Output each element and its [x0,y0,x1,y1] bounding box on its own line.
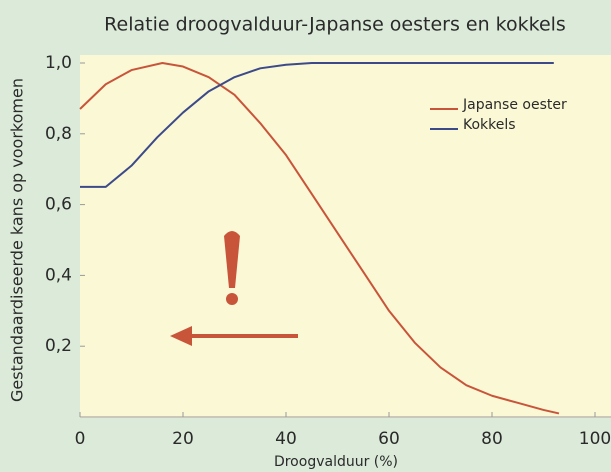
arrow-head [170,326,192,346]
legend-label: Kokkels [463,117,516,133]
y-tick-label: 0,8 [45,124,72,144]
exclamation-bar [224,231,240,288]
x-tick-label: 80 [481,429,503,449]
y-axis-label: Gestandaardiseerde kans op voorkomen [8,78,27,402]
plot-area [80,55,611,418]
exclamation [224,231,240,305]
series-line [79,62,560,415]
chart-title: Relatie droogvalduur-Japanse oesters en … [104,14,566,36]
y-tick-label: 0,2 [45,336,72,356]
y-tick-label: 0,4 [45,265,72,285]
arrow [170,326,298,346]
y-tick-label: 0,6 [45,195,72,215]
series-line [80,62,554,188]
x-tick-label: 0 [75,429,86,449]
y-tick-label: 1,0 [45,53,72,73]
x-tick-label: 60 [378,429,400,449]
x-axis-label: Droogvalduur (%) [274,454,398,470]
x-tick-label: 40 [275,429,297,449]
exclamation-dot [226,293,238,305]
x-tick-label: 100 [579,429,611,449]
x-tick-label: 20 [172,429,194,449]
legend-label: Japanse oester [462,97,567,113]
